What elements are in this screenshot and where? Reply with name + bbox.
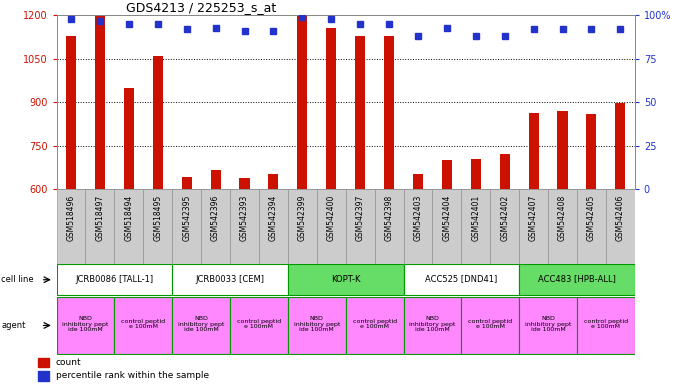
Bar <box>577 189 606 264</box>
Text: GSM542400: GSM542400 <box>327 195 336 241</box>
Bar <box>86 189 115 264</box>
Text: control peptid
e 100mM: control peptid e 100mM <box>353 319 397 329</box>
Text: control peptid
e 100mM: control peptid e 100mM <box>237 319 281 329</box>
Bar <box>288 297 346 354</box>
Text: NBD
inhibitory pept
ide 100mM: NBD inhibitory pept ide 100mM <box>293 316 340 332</box>
Bar <box>519 189 548 264</box>
Bar <box>172 297 230 354</box>
Bar <box>500 154 510 189</box>
Bar <box>124 88 134 189</box>
Text: GSM542405: GSM542405 <box>587 195 596 241</box>
Text: ACC483 [HPB-ALL]: ACC483 [HPB-ALL] <box>538 275 616 284</box>
Bar <box>491 189 519 264</box>
Text: GSM542407: GSM542407 <box>529 195 538 241</box>
Text: count: count <box>56 358 81 367</box>
Bar <box>462 189 490 264</box>
Text: NBD
inhibitory pept
ide 100mM: NBD inhibitory pept ide 100mM <box>62 316 109 332</box>
Text: GSM542404: GSM542404 <box>442 195 451 241</box>
Bar <box>172 189 201 264</box>
Bar <box>375 189 404 264</box>
Bar <box>433 189 462 264</box>
Text: NBD
inhibitory pept
ide 100mM: NBD inhibitory pept ide 100mM <box>525 316 571 332</box>
Bar <box>144 189 172 264</box>
Bar <box>288 265 404 295</box>
Bar <box>519 297 577 354</box>
Bar <box>57 189 86 264</box>
Text: control peptid
e 100mM: control peptid e 100mM <box>584 319 628 329</box>
Bar <box>442 160 452 189</box>
Text: ACC525 [DND41]: ACC525 [DND41] <box>425 275 497 284</box>
Text: GSM542402: GSM542402 <box>500 195 509 241</box>
Text: JCRB0033 [CEM]: JCRB0033 [CEM] <box>195 275 264 284</box>
Bar <box>66 36 76 189</box>
Bar <box>471 159 481 189</box>
Bar <box>355 36 365 189</box>
Text: GSM542396: GSM542396 <box>211 195 220 241</box>
Bar <box>548 189 577 264</box>
Text: GSM542395: GSM542395 <box>182 195 191 241</box>
Bar <box>606 189 635 264</box>
Text: NBD
inhibitory pept
ide 100mM: NBD inhibitory pept ide 100mM <box>409 316 455 332</box>
Text: JCRB0086 [TALL-1]: JCRB0086 [TALL-1] <box>75 275 153 284</box>
Bar <box>115 297 172 354</box>
Bar <box>326 28 336 189</box>
Text: cell line: cell line <box>1 275 34 284</box>
Bar <box>317 189 346 264</box>
Bar <box>95 15 105 189</box>
Text: percentile rank within the sample: percentile rank within the sample <box>56 371 209 381</box>
Bar <box>346 189 375 264</box>
Text: GSM518495: GSM518495 <box>153 195 162 241</box>
Bar <box>259 189 288 264</box>
Bar <box>230 297 288 354</box>
Bar <box>413 174 423 189</box>
Bar <box>210 170 221 189</box>
Bar <box>38 371 49 381</box>
Bar <box>57 297 115 354</box>
Text: GSM542403: GSM542403 <box>413 195 422 241</box>
Bar <box>38 358 49 367</box>
Text: NBD
inhibitory pept
ide 100mM: NBD inhibitory pept ide 100mM <box>178 316 224 332</box>
Bar <box>297 16 307 189</box>
Text: GSM542408: GSM542408 <box>558 195 567 241</box>
Bar <box>181 177 192 189</box>
Text: GSM542401: GSM542401 <box>471 195 480 241</box>
Bar <box>57 265 172 295</box>
Bar <box>519 265 635 295</box>
Bar <box>268 174 279 189</box>
Text: GDS4213 / 225253_s_at: GDS4213 / 225253_s_at <box>126 1 276 14</box>
Text: control peptid
e 100mM: control peptid e 100mM <box>469 319 512 329</box>
Bar <box>172 265 288 295</box>
Bar <box>115 189 144 264</box>
Text: GSM542406: GSM542406 <box>616 195 625 241</box>
Text: GSM542393: GSM542393 <box>240 195 249 241</box>
Bar <box>152 56 163 189</box>
Text: GSM518496: GSM518496 <box>66 195 75 241</box>
Text: GSM542397: GSM542397 <box>355 195 364 241</box>
Bar <box>529 113 539 189</box>
Bar <box>558 111 568 189</box>
Text: GSM518497: GSM518497 <box>95 195 104 241</box>
Bar <box>577 297 635 354</box>
Bar <box>615 103 625 189</box>
Bar <box>462 297 519 354</box>
Text: GSM542399: GSM542399 <box>298 195 307 241</box>
Bar <box>404 189 433 264</box>
Bar <box>384 36 394 189</box>
Bar <box>346 297 404 354</box>
Bar <box>239 178 250 189</box>
Text: GSM518494: GSM518494 <box>124 195 133 241</box>
Bar <box>404 265 519 295</box>
Text: GSM542398: GSM542398 <box>384 195 393 241</box>
Bar <box>404 297 462 354</box>
Text: GSM542394: GSM542394 <box>269 195 278 241</box>
Text: KOPT-K: KOPT-K <box>331 275 360 284</box>
Text: control peptid
e 100mM: control peptid e 100mM <box>121 319 166 329</box>
Bar <box>230 189 259 264</box>
Bar <box>201 189 230 264</box>
Bar <box>586 114 596 189</box>
Text: agent: agent <box>1 321 26 330</box>
Bar <box>288 189 317 264</box>
